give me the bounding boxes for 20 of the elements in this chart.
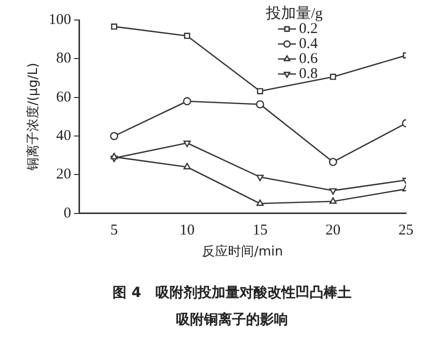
y-tick-label: 0: [64, 205, 72, 222]
y-tick-label: 60: [56, 89, 72, 106]
x-tick-label: 5: [110, 222, 118, 238]
text: 吸附铜离子的影响: [175, 310, 289, 330]
x-tick-label: 20: [326, 222, 341, 238]
x-tick-label: 10: [180, 222, 195, 238]
legend-label: 0.2: [299, 20, 318, 37]
y-tick-label: 20: [56, 166, 72, 183]
legend-label: 0.4: [299, 36, 318, 52]
caption: 图 4 吸附剂投加量对酸改性凹凸棒土: [112, 284, 352, 303]
y-tick-label: 40: [56, 128, 72, 144]
x-tick-label: 25: [398, 222, 414, 238]
legend-label: 0.6: [299, 50, 318, 67]
y-tick-label: 80: [56, 50, 72, 67]
legend-label: 0.8: [299, 66, 318, 82]
y-axis-title: 铜离子浓度/(μg/L): [25, 62, 42, 172]
x-tick-label: 15: [252, 222, 268, 238]
x-axis-title: 反应时间/min: [202, 244, 284, 260]
legend-title: 投加量/g: [265, 4, 324, 22]
y-tick-label: 100: [48, 12, 72, 28]
